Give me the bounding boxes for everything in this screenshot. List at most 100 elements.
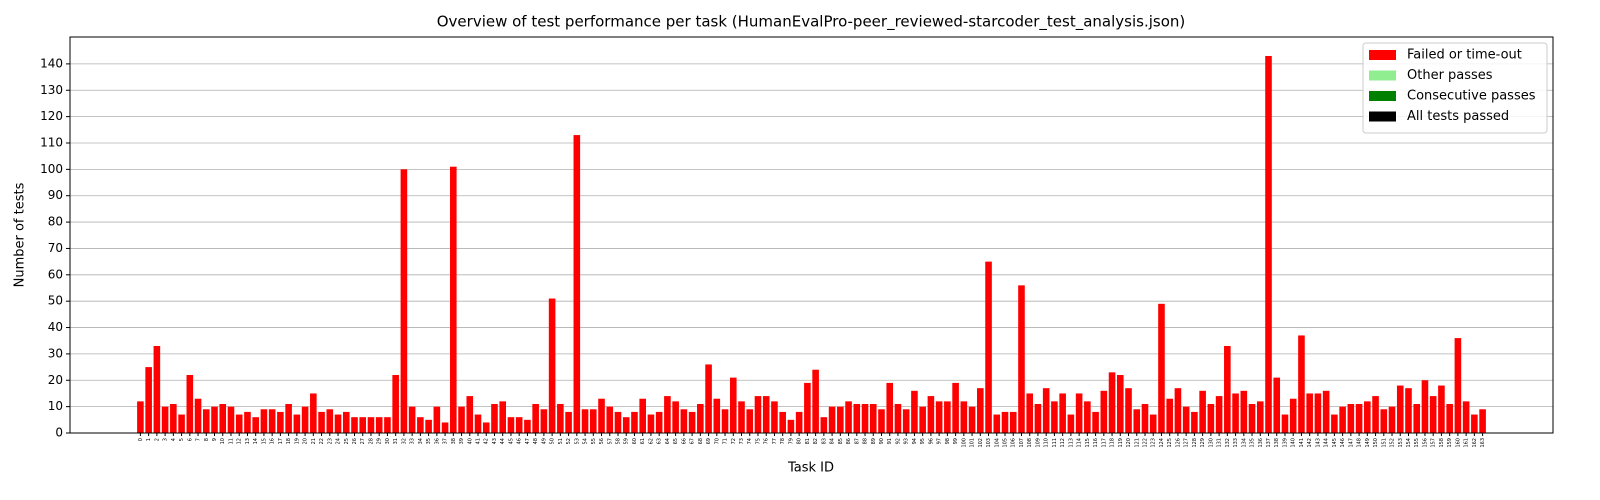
x-tick-label: 70 — [714, 438, 720, 444]
x-tick-label: 90 — [879, 438, 885, 444]
x-tick-label: 2 — [154, 438, 160, 441]
x-tick-label: 69 — [706, 438, 712, 444]
x-tick-label: 154 — [1406, 438, 1412, 448]
bar — [968, 406, 976, 433]
bar — [194, 398, 202, 433]
bar — [219, 403, 227, 433]
x-tick-label: 126 — [1175, 438, 1181, 448]
x-tick-label: 45 — [508, 438, 514, 444]
bar — [1125, 388, 1132, 433]
y-axis-label: Number of tests — [13, 182, 28, 287]
y-tick-label: 40 — [48, 320, 63, 334]
y-tick-label: 30 — [48, 346, 63, 360]
x-tick-label: 18 — [286, 438, 292, 444]
bar — [1462, 401, 1470, 433]
bar — [1182, 406, 1190, 433]
x-tick-label: 141 — [1299, 438, 1305, 448]
x-tick-label: 25 — [344, 438, 350, 444]
x-tick-label: 93 — [904, 438, 910, 444]
bar — [334, 414, 342, 433]
x-tick-label: 158 — [1439, 438, 1445, 448]
bar — [1405, 388, 1412, 433]
bar — [952, 382, 959, 433]
x-tick-label: 37 — [443, 438, 449, 444]
x-tick-label: 88 — [863, 438, 869, 444]
bar — [211, 406, 218, 433]
y-tick-label: 120 — [40, 109, 63, 123]
y-tick-label: 90 — [48, 188, 63, 202]
x-tick-label: 94 — [912, 438, 918, 444]
bar — [499, 401, 507, 433]
x-tick-label: 84 — [830, 438, 836, 444]
bar — [1446, 403, 1453, 433]
y-tick-label: 110 — [40, 135, 63, 149]
x-tick-label: 107 — [1019, 438, 1025, 448]
bar — [1331, 414, 1338, 433]
x-tick-label: 87 — [854, 438, 860, 444]
x-tick-label: 15 — [261, 438, 267, 444]
bar — [960, 401, 968, 433]
bar — [466, 396, 474, 433]
x-tick-label: 68 — [698, 438, 704, 444]
x-tick-label: 98 — [945, 438, 951, 444]
bar — [919, 406, 926, 433]
bar — [1388, 406, 1396, 433]
bar — [771, 401, 778, 433]
bar — [977, 388, 984, 433]
bar — [589, 409, 597, 433]
x-tick-label: 72 — [731, 438, 737, 444]
x-tick-label: 146 — [1340, 438, 1346, 448]
x-tick-label: 152 — [1390, 438, 1396, 448]
x-tick-label: 11 — [228, 438, 234, 444]
x-tick-label: 117 — [1101, 438, 1107, 448]
x-tick-label: 134 — [1241, 438, 1247, 448]
bar — [268, 409, 276, 433]
bar — [1108, 372, 1116, 433]
bar — [235, 414, 243, 433]
x-tick-label: 75 — [755, 438, 761, 444]
bar — [1100, 390, 1108, 433]
bar — [688, 411, 696, 433]
bar — [408, 406, 416, 433]
x-tick-label: 151 — [1381, 438, 1387, 448]
bar — [1116, 374, 1124, 433]
bar — [1479, 409, 1486, 433]
x-tick-label: 35 — [426, 438, 432, 444]
x-tick-label: 131 — [1217, 438, 1223, 448]
bar — [161, 406, 169, 433]
bar — [170, 403, 177, 433]
x-tick-label: 63 — [657, 438, 663, 444]
bar — [1438, 385, 1445, 433]
y-tick-label: 80 — [48, 215, 63, 229]
x-tick-label: 115 — [1085, 438, 1091, 448]
x-tick-label: 38 — [451, 438, 457, 444]
bar — [1396, 385, 1404, 433]
x-tick-label: 54 — [583, 438, 589, 444]
bar — [672, 401, 679, 433]
bar — [1207, 403, 1215, 433]
bar — [1026, 393, 1034, 433]
bar — [227, 406, 235, 433]
x-tick-label: 113 — [1068, 438, 1074, 448]
x-tick-label: 3 — [163, 438, 169, 441]
bar — [828, 406, 836, 433]
bar — [713, 398, 721, 433]
x-tick-label: 86 — [846, 438, 852, 444]
x-tick-label: 108 — [1027, 438, 1033, 448]
bar — [820, 417, 828, 433]
bar — [738, 401, 745, 433]
bar — [1314, 393, 1322, 433]
bar — [812, 369, 819, 433]
bar — [861, 403, 869, 433]
x-tick-label: 122 — [1142, 438, 1148, 448]
x-tick-label: 44 — [500, 438, 506, 444]
x-tick-label: 118 — [1110, 438, 1116, 448]
x-tick-label: 22 — [319, 438, 325, 444]
x-tick-label: 5 — [179, 438, 185, 441]
bar — [293, 414, 301, 433]
bar — [1355, 403, 1363, 433]
x-tick-label: 7 — [196, 438, 202, 441]
x-tick-label: 0 — [138, 438, 144, 441]
x-tick-label: 157 — [1431, 438, 1437, 448]
